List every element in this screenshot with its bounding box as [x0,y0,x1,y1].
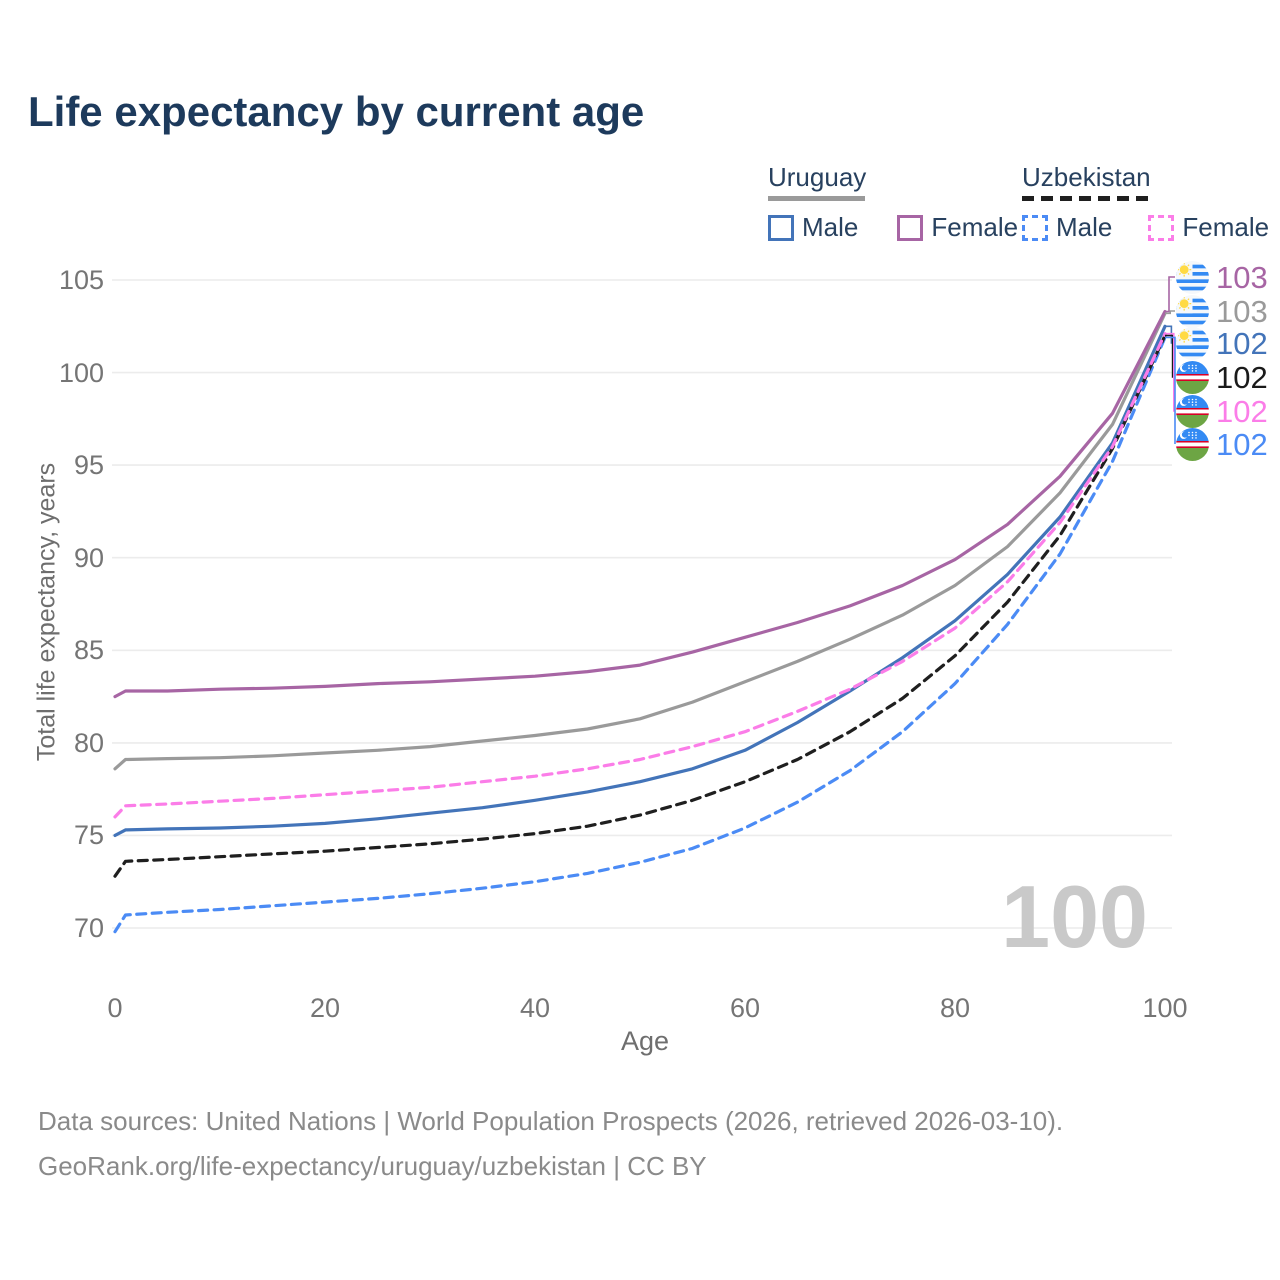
series-line-uzbekistan-male[interactable] [113,335,1167,934]
data-source-line: Data sources: United Nations | World Pop… [38,1106,1064,1136]
y-tick-label-105: 105 [58,265,104,295]
legend-country-uzbekistan: Uzbekistan [1022,162,1151,192]
x-tick-label-60: 60 [729,993,761,1023]
end-label-value: 102 [1216,325,1268,361]
end-label-value: 102 [1216,426,1268,462]
uruguay-flag-icon [1176,326,1209,360]
legend-group-uzbekistan: Uzbekistan Male Female [1022,162,1280,243]
end-label-uzbekistan-female: 102 [1176,394,1268,428]
legend-item-label: Male [802,212,859,242]
legend-underline-uruguay [768,196,865,201]
y-tick-label-90: 90 [73,543,104,573]
x-axis-title: Age [620,1026,670,1056]
y-tick-label-85: 85 [73,635,104,665]
chart-footer: Data sources: United Nations | World Pop… [38,1106,1063,1196]
uzbekistan-female-swatch-icon [1148,214,1175,241]
y-tick-label-95: 95 [73,450,104,480]
uzbekistan-flag-icon [1176,427,1209,461]
uzbekistan-flag-icon [1176,394,1209,428]
end-label-uruguay-male: 102 [1176,326,1268,360]
y-tick-label-70: 70 [73,913,104,943]
uruguay-female-swatch-icon [897,214,924,241]
uruguay-flag-icon [1176,260,1209,294]
legend-item-uruguay-male[interactable]: Male [768,212,858,243]
legend-item-uzbekistan-female[interactable]: Female [1148,212,1269,243]
series-line-uzbekistan-female[interactable] [113,332,1167,819]
legend-item-uruguay-female[interactable]: Female [897,212,1018,243]
page-title: Life expectancy by current age [28,88,645,135]
x-tick-label-40: 40 [519,993,551,1023]
x-tick-label-80: 80 [939,993,971,1023]
end-label-uruguay-female: 103 [1176,260,1268,294]
y-tick-label-80: 80 [73,728,104,758]
y-tick-label-75: 75 [73,820,104,850]
end-label-connector [1165,276,1175,313]
attribution-line: GeoRank.org/life-expectancy/uruguay/uzbe… [38,1151,707,1181]
legend-item-label: Male [1056,212,1113,242]
end-label-uzbekistan-total: 102 [1176,360,1268,394]
uruguay-male-swatch-icon [768,214,794,241]
end-label-connector [1165,310,1175,315]
uzbekistan-flag-icon [1176,360,1209,394]
legend-group-uruguay: Uruguay Male Female [768,162,1036,243]
x-tick-label-20: 20 [309,993,341,1023]
age-watermark: 100 [1001,867,1148,966]
uzbekistan-male-swatch-icon [1022,214,1048,241]
legend-item-label: Female [1182,212,1270,242]
series-line-uzbekistan-total[interactable] [113,333,1167,878]
legend-underline-uzbekistan [1022,196,1148,201]
y-tick-label-100: 100 [58,358,104,388]
end-label-uruguay-total: 103 [1176,294,1268,328]
end-label-value: 103 [1216,259,1268,295]
x-tick-label-100: 100 [1142,993,1188,1023]
legend-item-label: Female [931,212,1019,242]
series-line-uruguay-female[interactable] [113,309,1167,699]
end-label-value: 103 [1216,293,1268,329]
series-line-uruguay-male[interactable] [113,324,1167,838]
legend-country-uruguay: Uruguay [768,162,867,192]
x-tick-label-0: 0 [107,993,123,1023]
end-label-connector [1165,336,1176,444]
end-label-uzbekistan-male: 102 [1176,427,1268,461]
series-line-uruguay-total[interactable] [113,311,1167,771]
legend-item-uzbekistan-male[interactable]: Male [1022,212,1112,243]
end-label-value: 102 [1216,393,1268,429]
uruguay-flag-icon [1176,294,1209,328]
end-label-value: 102 [1216,359,1268,395]
